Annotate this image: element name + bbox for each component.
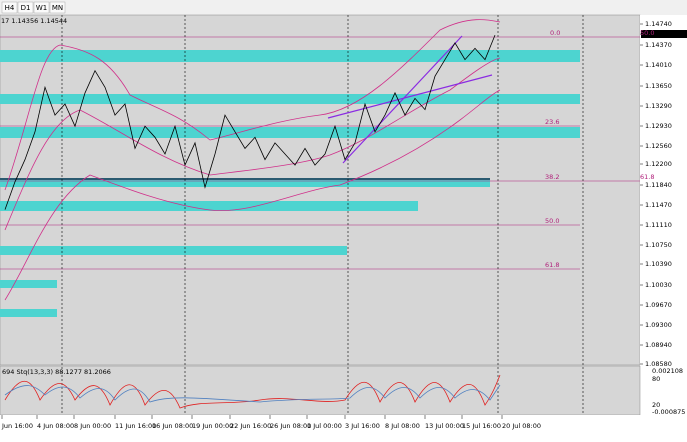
time-label: 15 Jul 16:00 — [462, 422, 501, 430]
indicator-axis-label: -0.000875 — [652, 408, 685, 416]
tab-label: D1 — [21, 4, 31, 12]
zone — [0, 246, 347, 255]
price-label: 1.11110 — [645, 221, 672, 229]
bollinger-bands — [4, 19, 501, 301]
band-lower — [4, 89, 501, 301]
price-label: 1.08940 — [645, 341, 672, 349]
fib-label: 38.2 — [545, 173, 559, 181]
chart-info: 17 1.14356 1.14544 — [1, 17, 67, 25]
period-separators — [61, 15, 584, 415]
zones — [0, 50, 580, 317]
tab-label: W1 — [36, 4, 47, 12]
time-label: 20 Jul 08:00 — [502, 422, 541, 430]
band-upper — [4, 19, 501, 191]
trend-line — [342, 35, 463, 164]
fib-lines — [0, 36, 640, 270]
time-label: 1 Jul 00:00 — [307, 422, 342, 430]
fib-label: 0.0 — [550, 29, 560, 37]
price-label: 1.11840 — [645, 181, 672, 189]
price-label: 1.13290 — [645, 102, 672, 110]
indicator-axis-label: 80 — [652, 375, 660, 383]
price-label: 1.12930 — [645, 122, 672, 130]
band-mid — [4, 57, 501, 231]
tab — [1, 1, 18, 14]
indicator-pane — [0, 365, 641, 416]
tab-label: MN — [52, 4, 63, 12]
price-label: 1.14370 — [645, 41, 672, 49]
price-label: 1.11470 — [645, 201, 672, 209]
time-label: 8 Jun 00:00 — [74, 422, 111, 430]
price-label: 1.10030 — [645, 281, 672, 289]
zone — [0, 94, 580, 104]
time-label: 4 Jun 08:00 — [37, 422, 74, 430]
indicator-axis-label: 0.002108 — [652, 367, 683, 375]
tab — [17, 1, 34, 14]
bid-highlight — [641, 30, 687, 38]
time-axis — [0, 415, 687, 442]
zone — [0, 50, 580, 62]
tab-label: H4 — [5, 4, 15, 12]
zone — [0, 201, 418, 211]
time-label: 3 Jul 16:00 — [345, 422, 380, 430]
time-label: 8 Jul 08:00 — [385, 422, 420, 430]
indicator-label: 694 Stq(13,3,3) 88.1277 81.2066 — [2, 368, 111, 376]
price-label: 1.14544 — [645, 30, 672, 38]
price-label: 1.12560 — [645, 142, 672, 150]
price-label: 1.12200 — [645, 160, 672, 168]
time-label: 26 Jun 08:00 — [270, 422, 311, 430]
time-label: 11 Jun 16:00 — [115, 422, 156, 430]
trend-line — [327, 74, 493, 119]
time-label: 13 Jul 00:00 — [425, 422, 464, 430]
stoch-signal — [4, 384, 501, 403]
fib-label: 50.0 — [640, 29, 654, 37]
price-label: 1.08580 — [645, 360, 672, 368]
fib-label: 61.8 — [545, 261, 559, 269]
time-label: 22 Jun 16:00 — [230, 422, 271, 430]
price-label: 1.14010 — [645, 61, 672, 69]
fib-label: 23.6 — [545, 118, 559, 126]
price-label: 1.13650 — [645, 82, 672, 90]
zone — [0, 309, 57, 317]
price-label: 1.14740 — [645, 20, 672, 28]
tab — [33, 1, 50, 14]
zone — [0, 280, 57, 288]
time-label: 19 Jun 00:00 — [192, 422, 233, 430]
indicator-lines — [4, 374, 501, 409]
zone — [0, 178, 490, 187]
indicator-axis-label: 20 — [652, 401, 660, 409]
price-axis — [640, 15, 687, 415]
price-line — [4, 34, 496, 210]
zone — [0, 127, 580, 138]
fib-label: 61.8 — [640, 173, 654, 181]
fib-label: 50.0 — [545, 217, 559, 225]
stoch-main — [4, 374, 501, 409]
price-label: 1.10750 — [645, 241, 672, 249]
price-label: 1.09300 — [645, 321, 672, 329]
time-label: 16 Jun 08:00 — [152, 422, 193, 430]
price-label: 1.10390 — [645, 260, 672, 268]
toolbar — [0, 0, 687, 15]
price-label: 1.09670 — [645, 301, 672, 309]
main-pane — [0, 14, 641, 366]
trend-lines — [327, 35, 493, 164]
tab — [49, 1, 66, 14]
time-label: Jun 16:00 — [1, 422, 33, 430]
